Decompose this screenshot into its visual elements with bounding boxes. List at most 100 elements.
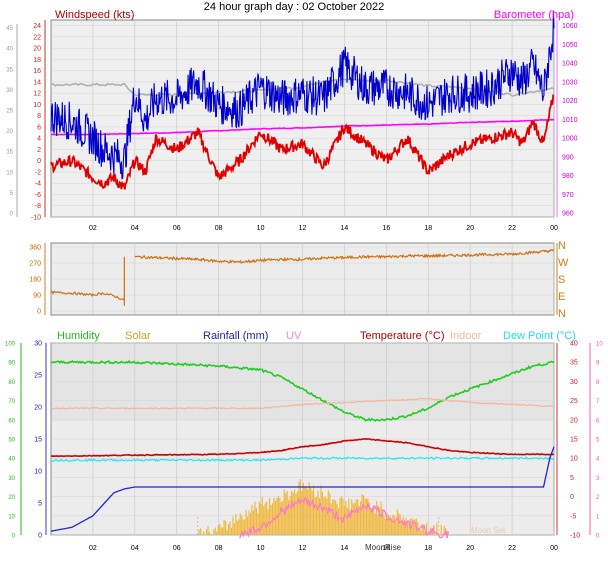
dir-y-tick-label: 0 xyxy=(37,309,41,316)
rain-y-tick-label: 15 xyxy=(34,437,42,444)
baro-axis-label: Barometer (hpa) xyxy=(494,9,574,21)
wind-y-tick-label: 20 xyxy=(33,46,41,53)
humidity-series-line xyxy=(50,359,555,422)
humidity-y-tick-label: 30 xyxy=(8,476,15,482)
chart-title: 24 hour graph day : 02 October 2022 xyxy=(204,1,384,13)
uv-y-tick-label: 0 xyxy=(596,534,600,540)
uv-y-tick-label: 3 xyxy=(596,476,600,482)
top-x-tick-label: 16 xyxy=(382,225,390,232)
temperature-series-line xyxy=(50,438,555,458)
top-x-tick-label: 10 xyxy=(257,225,265,232)
temp-y-tick-label: 20 xyxy=(570,417,578,424)
grey-y-tick-label: 20 xyxy=(6,129,13,135)
uv-y-tick-label: 10 xyxy=(596,342,603,348)
humidity-y-tick-label: 70 xyxy=(8,399,15,405)
top-x-tick-label: 06 xyxy=(173,225,181,232)
compass-tick-label: W xyxy=(558,257,569,269)
grey-y-tick-label: 40 xyxy=(6,47,13,53)
wind-y-tick-label: 2 xyxy=(37,147,41,154)
grey-y-tick-label: 15 xyxy=(6,150,13,156)
top-x-tick-label: 00 xyxy=(550,225,558,232)
humidity-y-tick-label: 90 xyxy=(8,361,15,367)
dir-y-tick-label: 90 xyxy=(33,293,41,300)
gust-series-line xyxy=(50,11,555,180)
humidity-y-tick-label: 100 xyxy=(5,342,16,348)
rain-y-tick-label: 10 xyxy=(34,469,42,476)
dir-y-tick-label: 270 xyxy=(29,261,41,268)
temp-y-tick-label: 35 xyxy=(570,360,578,367)
uv-y-tick-label: 8 xyxy=(596,380,600,386)
wind-y-tick-label: 14 xyxy=(33,79,41,86)
humidity-y-tick-label: 0 xyxy=(12,534,16,540)
grey-y-tick-label: 35 xyxy=(6,67,13,73)
rain-y-tick-label: 5 xyxy=(38,501,42,508)
moonrise-annotation: MoonRise xyxy=(365,543,402,552)
compass-tick-label: E xyxy=(558,291,565,303)
indoor-legend: Indoor xyxy=(450,330,482,342)
baro-y-tick-label: 960 xyxy=(562,211,574,218)
uv-y-tick-label: 9 xyxy=(596,361,600,367)
rainfall-series-line xyxy=(50,446,555,532)
bot-x-tick-label: 20 xyxy=(466,545,474,552)
temp-y-tick-label: 25 xyxy=(570,398,578,405)
solar-bars xyxy=(197,479,448,535)
moonset-annotation: Moon Set xyxy=(471,526,506,535)
uv-series-line xyxy=(239,496,449,539)
grey-y-tick-label: 45 xyxy=(6,26,13,32)
wind-axis-label: Windspeed (kts) xyxy=(55,9,134,21)
grey-y-tick-label: 25 xyxy=(6,109,13,115)
temp-y-tick-label: 5 xyxy=(570,475,574,482)
top-x-tick-label: 14 xyxy=(341,225,349,232)
baro-y-tick-label: 1040 xyxy=(562,61,578,68)
direction-series-line xyxy=(134,249,555,264)
baro-y-tick-label: 990 xyxy=(562,154,574,161)
indoor-series-line xyxy=(50,397,555,410)
uv-y-tick-label: 5 xyxy=(596,438,600,444)
humidity-y-tick-label: 50 xyxy=(8,438,15,444)
top-x-tick-label: 02 xyxy=(89,225,97,232)
barometer-series-line xyxy=(50,118,555,136)
temp-y-tick-label: 15 xyxy=(570,437,578,444)
temp-y-tick-label: 40 xyxy=(570,341,578,348)
baro-y-tick-label: 1000 xyxy=(562,136,578,143)
dewpoint-legend: Dew Point (°C) xyxy=(503,330,576,342)
wind-y-tick-label: -10 xyxy=(31,215,41,222)
baro-y-tick-label: 1030 xyxy=(562,79,578,86)
top-x-tick-label: 08 xyxy=(215,225,223,232)
bot-x-tick-label: 06 xyxy=(173,545,181,552)
humidity-y-tick-label: 20 xyxy=(8,495,15,501)
bot-x-tick-label: 08 xyxy=(215,545,223,552)
bot-x-tick-label: 22 xyxy=(508,545,516,552)
top-x-tick-label: 18 xyxy=(424,225,432,232)
dir-y-tick-label: 180 xyxy=(29,277,41,284)
humidity-legend: Humidity xyxy=(57,330,100,342)
bot-x-tick-label: 00 xyxy=(550,545,558,552)
temp-y-tick-label: 0 xyxy=(570,494,574,501)
uv-legend: UV xyxy=(286,330,302,342)
wind-series-line xyxy=(50,94,555,190)
uv-y-tick-label: 2 xyxy=(596,495,600,501)
wind-y-tick-label: 16 xyxy=(33,68,41,75)
bot-x-tick-label: 14 xyxy=(341,545,349,552)
compass-tick-label: N xyxy=(558,240,566,252)
baro-y-tick-label: 980 xyxy=(562,173,574,180)
uv-y-tick-label: 4 xyxy=(596,457,600,463)
humidity-y-tick-label: 10 xyxy=(8,514,15,520)
wind-y-tick-label: 6 xyxy=(37,124,41,131)
rain-y-tick-label: 20 xyxy=(34,405,42,412)
baro-y-tick-label: 1050 xyxy=(562,42,578,49)
temp-y-tick-label: 30 xyxy=(570,379,578,386)
top-x-tick-label: 20 xyxy=(466,225,474,232)
wind-y-tick-label: 0 xyxy=(37,158,41,165)
wind-y-tick-label: 4 xyxy=(37,136,41,143)
temp-y-tick-label: 10 xyxy=(570,456,578,463)
humidity-y-tick-label: 80 xyxy=(8,380,15,386)
grey-y-tick-label: 5 xyxy=(10,191,14,197)
solar-legend: Solar xyxy=(125,330,151,342)
top-x-tick-label: 04 xyxy=(131,225,139,232)
compass-tick-label: S xyxy=(558,274,565,286)
baro-y-tick-label: 1060 xyxy=(562,23,578,30)
temp-y-tick-label: -10 xyxy=(570,533,580,540)
grey-y-tick-label: 30 xyxy=(6,88,13,94)
